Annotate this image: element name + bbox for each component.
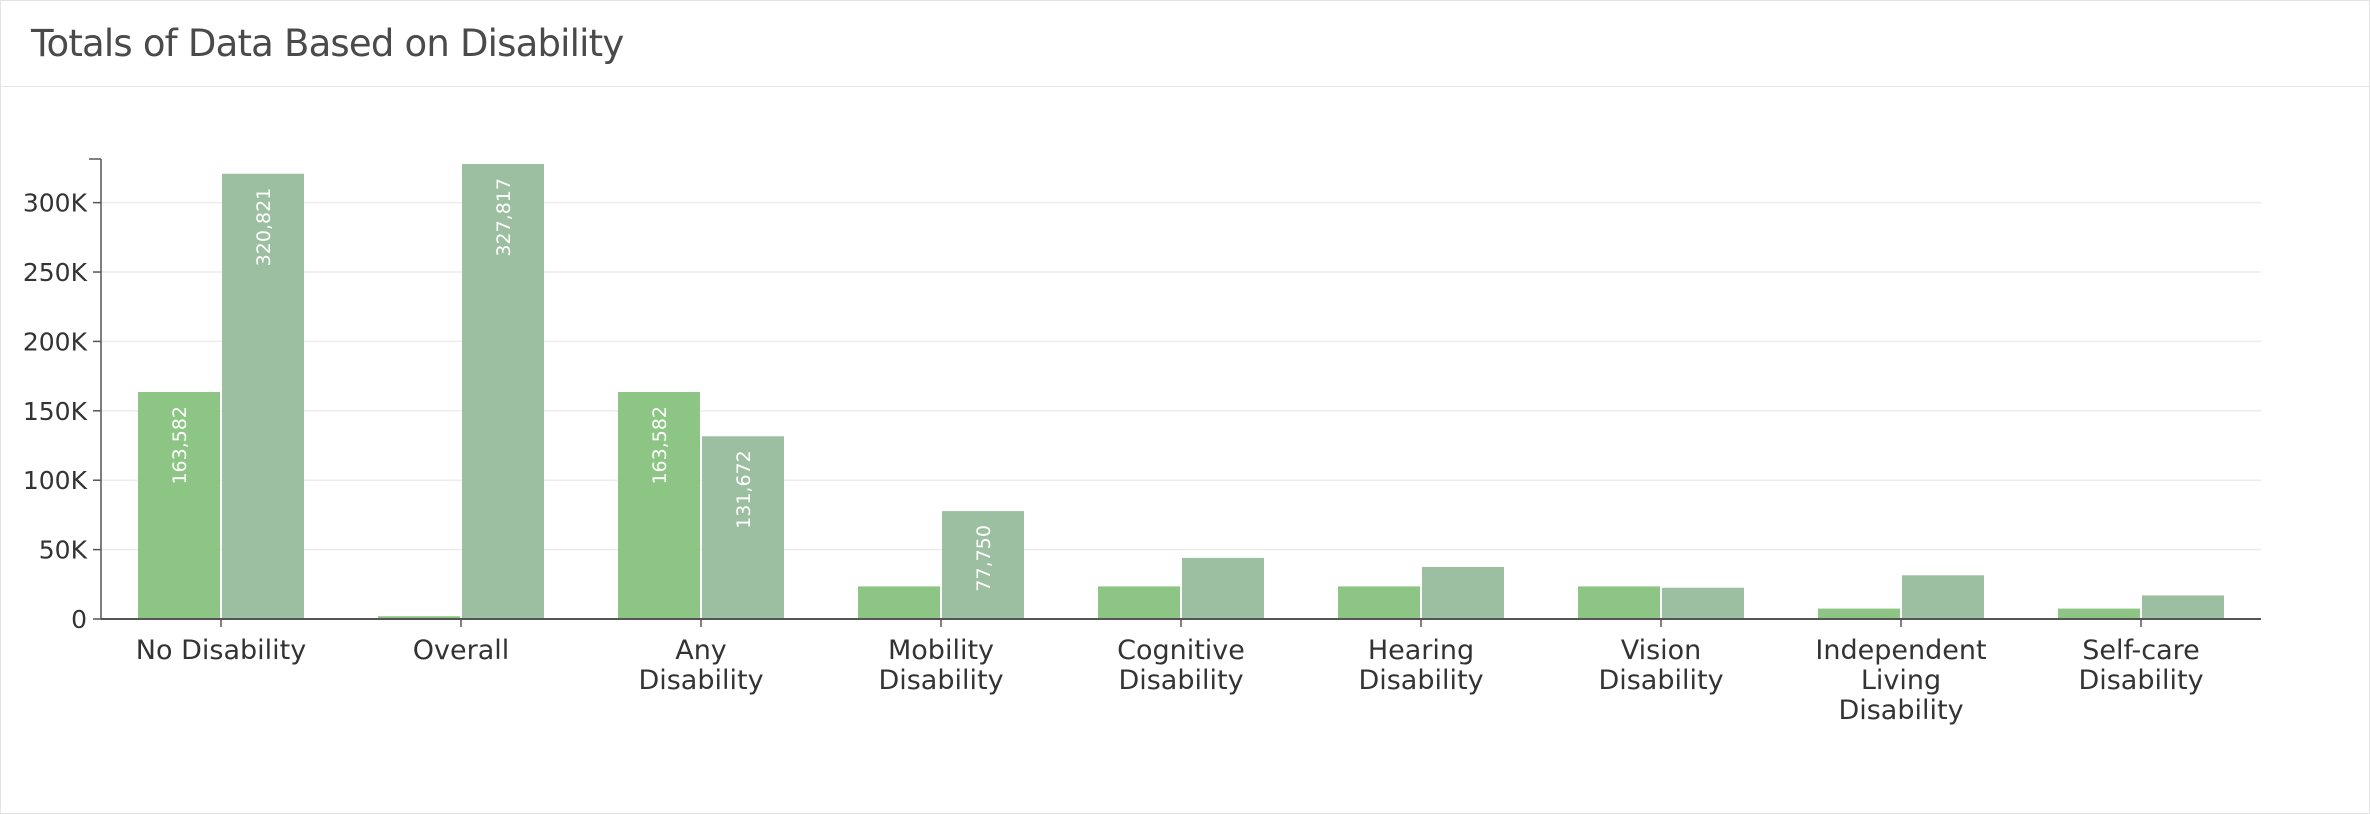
y-tick-label: 150K [23, 397, 88, 426]
bar [1662, 587, 1744, 619]
y-tick-label: 250K [23, 258, 88, 287]
category-label: No Disability [136, 635, 306, 666]
bar [942, 511, 1024, 619]
bar [222, 173, 304, 619]
panel-header: Totals of Data Based on Disability [1, 1, 2369, 87]
bar [138, 391, 220, 619]
chart-title: Totals of Data Based on Disability [31, 22, 624, 65]
data-label: 131,672 [733, 450, 755, 529]
bar [618, 391, 700, 619]
category-label: Vision [1621, 635, 1702, 666]
category-label: Disability [1838, 695, 1963, 726]
bar [2142, 595, 2224, 619]
bar [702, 436, 784, 619]
data-label: 327,817 [493, 178, 515, 257]
y-tick-label: 200K [23, 327, 88, 356]
category-label: Self-care [2082, 635, 2200, 666]
bar [1902, 575, 1984, 619]
y-tick-label: 300K [23, 189, 88, 218]
category-label: Disability [1118, 665, 1243, 696]
y-tick-label: 50K [39, 536, 88, 565]
bar [1818, 608, 1900, 619]
bar [462, 164, 544, 620]
category-label: Cognitive [1117, 635, 1245, 666]
category-label: Disability [878, 665, 1003, 696]
data-label: 320,821 [253, 188, 275, 267]
category-label: Disability [1598, 665, 1723, 696]
bar [1422, 566, 1504, 619]
category-label: Disability [1358, 665, 1483, 696]
bar [1578, 586, 1660, 619]
category-label: Disability [638, 665, 763, 696]
bar [858, 586, 940, 619]
category-label: Living [1861, 665, 1941, 696]
category-label: Overall [413, 635, 510, 666]
data-label: 163,582 [169, 406, 191, 485]
data-label: 163,582 [649, 406, 671, 485]
bar [2058, 608, 2140, 619]
bar [1338, 586, 1420, 619]
y-tick-label: 0 [71, 605, 87, 634]
bar [1182, 557, 1264, 619]
category-label: Disability [2078, 665, 2203, 696]
y-tick-label: 100K [23, 466, 88, 495]
bar [1098, 586, 1180, 619]
category-label: Any [675, 635, 727, 666]
bar [378, 616, 460, 619]
data-label: 77,750 [973, 525, 995, 591]
category-label: Hearing [1368, 635, 1474, 666]
category-label: Independent [1815, 635, 1986, 666]
bar-chart: 0 50K 100K 150K 200K 250K 300K 163,582 320,821 No… [23, 158, 2261, 726]
category-label: Mobility [888, 635, 994, 666]
